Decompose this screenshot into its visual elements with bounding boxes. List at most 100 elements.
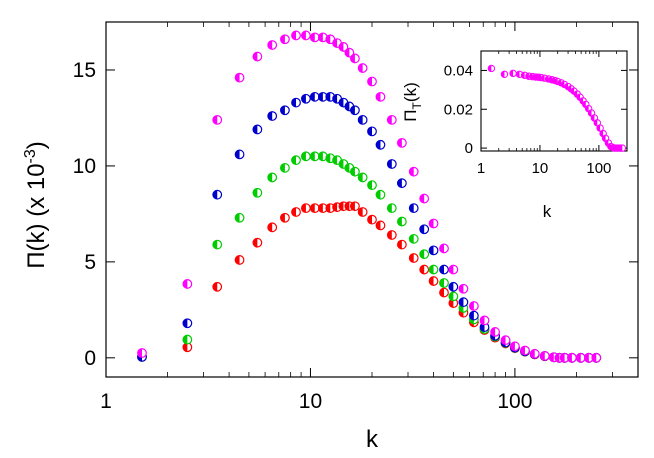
main-series-3-point-39 <box>575 352 586 363</box>
main-series-0-point-15 <box>350 201 360 212</box>
main-x-axis-label: k <box>366 426 379 453</box>
main-series-2-point-8 <box>300 93 311 104</box>
inset-x-tick-label-0: 1 <box>477 160 485 177</box>
main-series-1-point-21 <box>408 233 419 244</box>
main-y-axis-label-main: Π(k) (x 10 <box>23 163 50 268</box>
main-series-2-point-1 <box>182 318 193 329</box>
inset-series-0-point-2 <box>509 69 517 78</box>
main-series-3-point-18 <box>375 91 386 102</box>
main-series-2-point-20 <box>396 178 407 189</box>
main-series-2-point-9 <box>309 91 320 102</box>
main-series-3-point-16 <box>357 63 368 73</box>
main-series-3-point-20 <box>396 137 407 148</box>
main-series-3-point-21 <box>408 166 419 177</box>
inset-y-axis-label-close: (k) <box>401 82 420 102</box>
main-series-2-point-19 <box>386 159 397 169</box>
main-series-2-point-24 <box>439 264 449 275</box>
main-series-3-point-41 <box>591 352 602 363</box>
main-series-0-point-5 <box>267 222 278 233</box>
main-series-1-point-1 <box>182 334 193 345</box>
main-series-3-point-40 <box>583 352 594 363</box>
main-series-1-point-16 <box>357 172 368 183</box>
inset-y-axis-label: ΠT(k) <box>401 82 424 121</box>
main-series-0-point-21 <box>408 253 419 263</box>
inset-y-axis-label-subscript: T <box>410 101 424 109</box>
inset-y-axis-label-main: Π <box>401 109 420 121</box>
main-series-2-point-4 <box>252 124 263 135</box>
main-x-tick-label-0: 1 <box>100 390 112 413</box>
main-series-3-point-38 <box>566 352 577 363</box>
main-data-points <box>137 30 602 363</box>
main-series-1-point-24 <box>439 278 449 288</box>
inset-series-0-point-27 <box>593 119 601 127</box>
main-series-3-point-9 <box>309 32 320 43</box>
main-series-1-point-25 <box>448 291 459 302</box>
main-series-0-point-7 <box>291 207 301 217</box>
inset-y-tick-label-2: 0.04 <box>444 62 473 79</box>
main-series-1-point-22 <box>419 249 430 260</box>
main-series-0-point-18 <box>375 220 386 231</box>
inset-series-0-point-1 <box>500 70 509 79</box>
main-series-2-point-3 <box>234 149 245 160</box>
inset-series-0-point-3 <box>515 70 524 79</box>
main-x-axis: 1 10 100 <box>100 22 613 413</box>
main-series-3-point-37 <box>559 352 570 363</box>
inset-plot: 1 10 100 0 0.02 0.04 k ΠT(k) <box>401 50 628 221</box>
inset-series-0-point-28 <box>596 124 604 132</box>
inset-series-0 <box>487 64 627 152</box>
main-series-2-point-2 <box>212 189 223 200</box>
main-y-tick-label-2: 10 <box>73 155 96 178</box>
main-series-3-point-19 <box>386 114 397 125</box>
main-y-tick-label-1: 5 <box>84 251 96 274</box>
main-series-2-point-15 <box>350 105 360 116</box>
main-series-1-point-2 <box>212 239 223 250</box>
inset-y-tick-label-1: 0.02 <box>444 101 473 118</box>
main-series-1-point-19 <box>386 203 397 214</box>
main-series-1-point-5 <box>267 172 278 183</box>
main-series-3-point-0 <box>137 348 147 358</box>
main-series-2-point-18 <box>375 139 386 150</box>
main-series-0 <box>137 201 602 363</box>
main-series-3-point-5 <box>267 40 278 50</box>
main-series-3-point-6 <box>280 34 290 45</box>
main-series-3-point-13 <box>338 42 349 52</box>
main-series-3-point-15 <box>350 53 360 64</box>
main-series-3 <box>137 30 602 363</box>
main-x-tick-label-1: 10 <box>299 390 322 413</box>
main-series-3-point-2 <box>212 114 223 125</box>
main-series-3-point-7 <box>291 30 301 41</box>
main-series-3-point-23 <box>428 218 439 229</box>
inset-series-0-point-0 <box>487 64 496 73</box>
inset-y-axis: 0 0.02 0.04 <box>444 62 627 157</box>
main-series-0-point-17 <box>367 214 377 225</box>
main-series-2-point-6 <box>280 105 290 116</box>
main-series-2-point-27 <box>468 310 479 321</box>
main-series-3-point-11 <box>325 34 336 45</box>
main-series-3-point-33 <box>529 348 540 359</box>
main-series-1-point-8 <box>300 151 311 162</box>
main-series-3-point-17 <box>367 76 377 87</box>
main-series-0-point-8 <box>300 203 311 214</box>
main-series-0-point-3 <box>234 255 245 265</box>
main-series-1 <box>137 151 602 363</box>
main-series-1-point-4 <box>252 187 263 198</box>
main-series-3-point-34 <box>539 350 550 361</box>
main-series-0-point-24 <box>439 287 449 298</box>
main-series-1-point-18 <box>375 189 386 200</box>
main-series-2-point-22 <box>419 224 430 235</box>
main-series-0-point-10 <box>317 203 328 214</box>
main-y-axis-label-close: ) <box>23 141 50 149</box>
main-series-3-point-27 <box>468 301 479 311</box>
main-series-2-point-25 <box>448 281 459 292</box>
main-series-1-point-6 <box>280 162 290 173</box>
main-y-axis-label: Π(k) (x 10-3) <box>22 141 50 269</box>
inset-data-points <box>487 64 627 152</box>
main-series-3-point-14 <box>344 47 355 58</box>
inset-y-tick-label-0: 0 <box>465 140 473 157</box>
main-series-0-point-16 <box>357 207 368 217</box>
inset-x-tick-label-2: 100 <box>586 160 611 177</box>
inset-x-axis-label: k <box>543 202 552 221</box>
main-series-3-point-4 <box>252 51 263 62</box>
